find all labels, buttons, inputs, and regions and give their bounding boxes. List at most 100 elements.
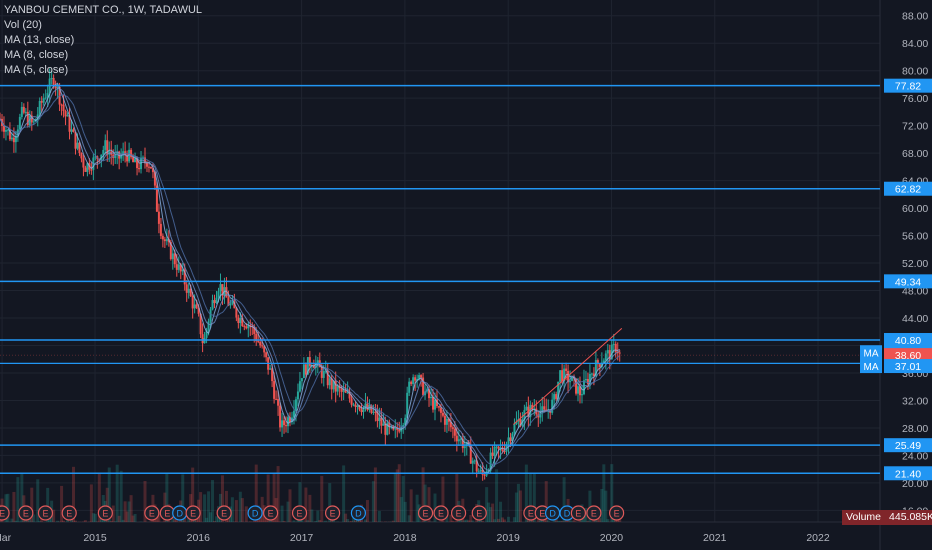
- price-tick-label: 80.00: [902, 66, 928, 78]
- volume-bar: [495, 469, 499, 522]
- candle-body: [447, 418, 450, 422]
- volume-bar: [433, 493, 437, 522]
- volume-bar: [499, 501, 503, 522]
- candle-body: [443, 415, 446, 425]
- chart-legend: YANBOU CEMENT CO., 1W, TADAWUL Vol (20) …: [4, 3, 202, 78]
- candle-body: [185, 284, 188, 293]
- indicator-vol[interactable]: Vol (20): [4, 19, 42, 31]
- candle-body: [257, 341, 260, 343]
- candle-body: [241, 318, 244, 327]
- earnings-event: [570, 505, 587, 521]
- candle-body: [249, 325, 252, 327]
- candle-body: [215, 297, 218, 304]
- volume-bar: [191, 467, 195, 522]
- volume-bar: [199, 492, 203, 522]
- indicator-ma-13[interactable]: MA (13, close): [4, 34, 75, 46]
- candle-body: [408, 381, 411, 393]
- candle-body: [332, 380, 335, 390]
- candle-body: [245, 326, 248, 329]
- candle-body: [281, 420, 284, 428]
- price-tick-label: 44.00: [902, 313, 928, 325]
- volume-bar: [91, 513, 95, 522]
- candle-body: [22, 106, 25, 113]
- ma-tag-box: [860, 359, 882, 374]
- volume-bar: [365, 500, 369, 522]
- price-tick-label: 68.00: [902, 148, 928, 160]
- volume-bar: [421, 467, 425, 522]
- candle-body: [201, 334, 204, 344]
- event-letter: E: [221, 509, 227, 519]
- price-label-text: 49.34: [895, 276, 921, 288]
- price-label-box: [884, 78, 932, 93]
- candle-body: [255, 333, 258, 342]
- ma-line-13: [0, 94, 621, 466]
- candle-body: [90, 169, 93, 171]
- volume-bar: [465, 519, 469, 522]
- volume-bar: [46, 487, 50, 522]
- indicator-ma-5[interactable]: MA (5, close): [4, 64, 69, 76]
- candle-body: [106, 140, 109, 155]
- candle-body: [187, 288, 190, 293]
- volume-bar: [602, 464, 606, 522]
- event-letter: E: [23, 509, 29, 519]
- volume-bar: [109, 521, 113, 522]
- candle-body: [40, 101, 43, 103]
- volume-bar: [71, 466, 75, 522]
- volume-bar: [518, 490, 522, 522]
- candle-body: [155, 185, 158, 212]
- volume-bar: [423, 484, 427, 522]
- volume-bar: [528, 473, 532, 522]
- event-letter: E: [190, 509, 196, 519]
- volume-bar: [600, 488, 604, 522]
- candle-body: [292, 410, 295, 418]
- candle-body: [151, 168, 154, 173]
- candle-body: [525, 406, 528, 411]
- candle-body: [10, 137, 13, 140]
- volume-bar: [409, 489, 413, 522]
- earnings-event: [609, 505, 625, 521]
- volume-bar: [298, 482, 302, 522]
- candle-body: [430, 396, 433, 399]
- time-tick-label: Mar: [0, 532, 12, 544]
- volume-bar: [244, 506, 248, 522]
- volume-bar: [93, 513, 97, 522]
- candle-body: [402, 425, 405, 428]
- candle-body: [364, 403, 367, 408]
- event-letter: E: [591, 509, 597, 519]
- volume-bar: [526, 519, 530, 522]
- candle-body: [503, 451, 506, 453]
- volume-bar: [342, 465, 346, 522]
- candle-body: [435, 399, 438, 407]
- price-tick-label: 84.00: [902, 38, 928, 50]
- event-letter: D: [549, 509, 556, 519]
- dividend-event: [350, 505, 367, 521]
- volume-bar: [205, 517, 209, 522]
- candle-body: [273, 381, 276, 399]
- candle-body: [78, 142, 81, 154]
- candle-body: [136, 158, 139, 169]
- candle-body: [561, 370, 564, 382]
- volume-bar: [532, 473, 536, 522]
- event-letter: E: [476, 509, 482, 519]
- candle-body: [441, 412, 444, 416]
- volume-bar: [308, 494, 312, 522]
- volume-bar: [52, 509, 56, 522]
- indicator-ma-8[interactable]: MA (8, close): [4, 49, 69, 61]
- candle-body: [563, 368, 566, 382]
- earnings-event: [324, 505, 341, 521]
- candle-body: [181, 269, 184, 272]
- candle-body: [384, 423, 387, 435]
- earnings-event: [216, 505, 232, 521]
- volume-bar: [181, 474, 185, 522]
- price-tick-label: 24.00: [902, 450, 928, 462]
- volume-bar: [12, 491, 16, 522]
- candle-body: [80, 153, 83, 159]
- candle-body: [513, 424, 516, 434]
- volume-bar: [248, 521, 252, 522]
- volume-bar: [133, 513, 137, 522]
- volume-bar: [407, 515, 411, 522]
- candle-body: [463, 446, 466, 449]
- volume-bar: [348, 521, 352, 522]
